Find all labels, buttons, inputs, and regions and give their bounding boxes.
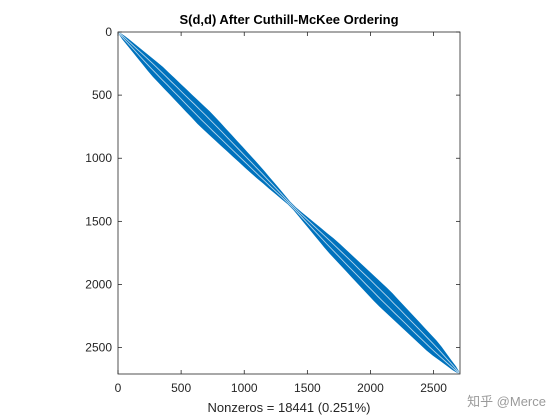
band-structure-line-1	[117, 32, 460, 375]
x-tick-label: 1000	[231, 381, 258, 395]
band-structure-line-2	[118, 31, 461, 374]
watermark-text: 知乎 @Merce	[467, 394, 546, 409]
plot-box	[117, 31, 461, 375]
x-axis-label: Nonzeros = 18441 (0.251%)	[208, 400, 371, 415]
chart-title: S(d,d) After Cuthill-McKee Ordering	[179, 12, 398, 27]
y-tick-label: 0	[105, 25, 112, 39]
x-tick-label: 1500	[294, 381, 321, 395]
x-tick-label: 2500	[420, 381, 447, 395]
y-tick-label: 2500	[85, 341, 112, 355]
y-tick-label: 500	[92, 88, 112, 102]
x-tick-label: 0	[115, 381, 122, 395]
y-tick-label: 1000	[85, 151, 112, 165]
y-tick-label: 1500	[85, 214, 112, 228]
nonzero-band	[117, 31, 461, 375]
axis-ticks: 0 500 1000 1500 2000 2500 0 500 1000 1500 2000 2500	[85, 25, 460, 395]
y-tick-label: 2000	[85, 277, 112, 291]
x-tick-label: 500	[171, 381, 191, 395]
x-tick-label: 2000	[357, 381, 384, 395]
nonzero-band-fill	[118, 32, 460, 374]
